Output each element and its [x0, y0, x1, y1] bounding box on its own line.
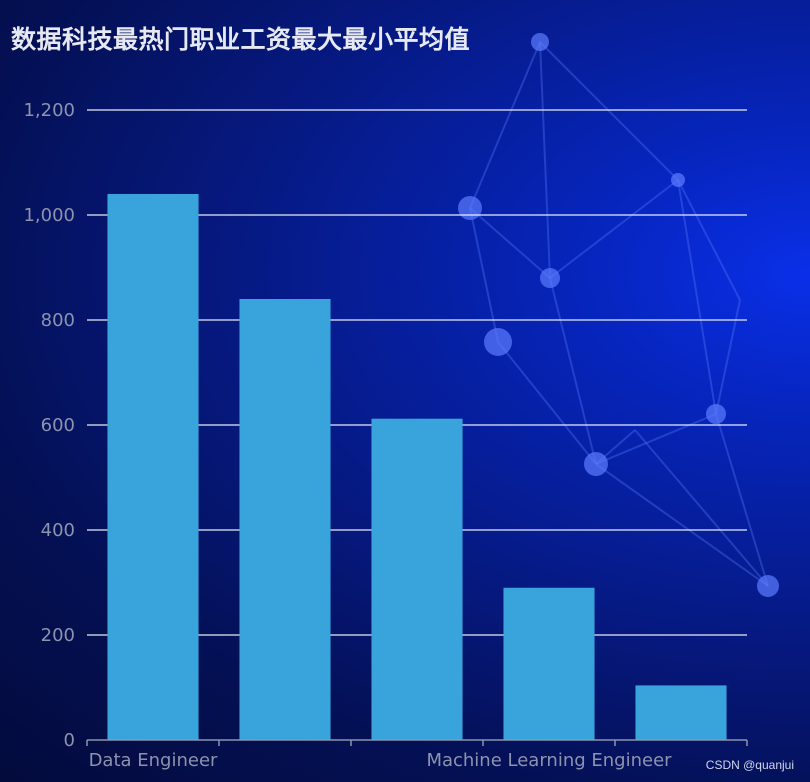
- network-node: [458, 196, 482, 220]
- network-link: [595, 463, 769, 587]
- y-tick-label: 400: [41, 520, 75, 541]
- network-link: [634, 429, 769, 587]
- network-node: [757, 575, 779, 597]
- network-node: [671, 173, 685, 187]
- y-tick-label: 600: [41, 415, 75, 436]
- x-tick-label: Data Engineer: [89, 750, 218, 771]
- bar: [503, 587, 595, 740]
- network-link: [677, 179, 717, 415]
- bar: [635, 685, 727, 740]
- bar: [239, 299, 331, 740]
- network-node: [484, 328, 512, 356]
- network-link: [677, 179, 741, 301]
- network-link: [469, 207, 551, 279]
- watermark: CSDN @quanjui: [705, 758, 794, 772]
- network-node: [584, 452, 608, 476]
- network-link: [539, 41, 551, 279]
- network-link: [469, 41, 541, 209]
- x-axis: Data Engineer Machine Learning Engineer: [86, 739, 748, 771]
- network-link: [539, 41, 679, 181]
- bars: [107, 194, 727, 740]
- x-tick-label: Machine Learning Engineer: [426, 750, 672, 771]
- y-tick-label: 1,200: [23, 100, 75, 121]
- y-tick-label: 1,000: [23, 205, 75, 226]
- bar: [371, 418, 463, 740]
- network-link: [549, 179, 679, 279]
- network-link: [549, 277, 597, 465]
- y-axis: 0 200 400 600 800 1,000 1,200: [23, 100, 75, 751]
- network-link: [595, 413, 717, 465]
- chart-title: 数据科技最热门职业工资最大最小平均值: [11, 25, 471, 54]
- network-link: [497, 341, 597, 465]
- bar: [107, 194, 199, 740]
- network-node: [540, 268, 560, 288]
- network-node: [531, 33, 549, 51]
- y-tick-label: 800: [41, 310, 75, 331]
- y-tick-label: 200: [41, 625, 75, 646]
- network-link: [715, 299, 741, 415]
- y-tick-label: 0: [64, 730, 75, 751]
- network-node: [706, 404, 726, 424]
- network-link: [715, 413, 769, 587]
